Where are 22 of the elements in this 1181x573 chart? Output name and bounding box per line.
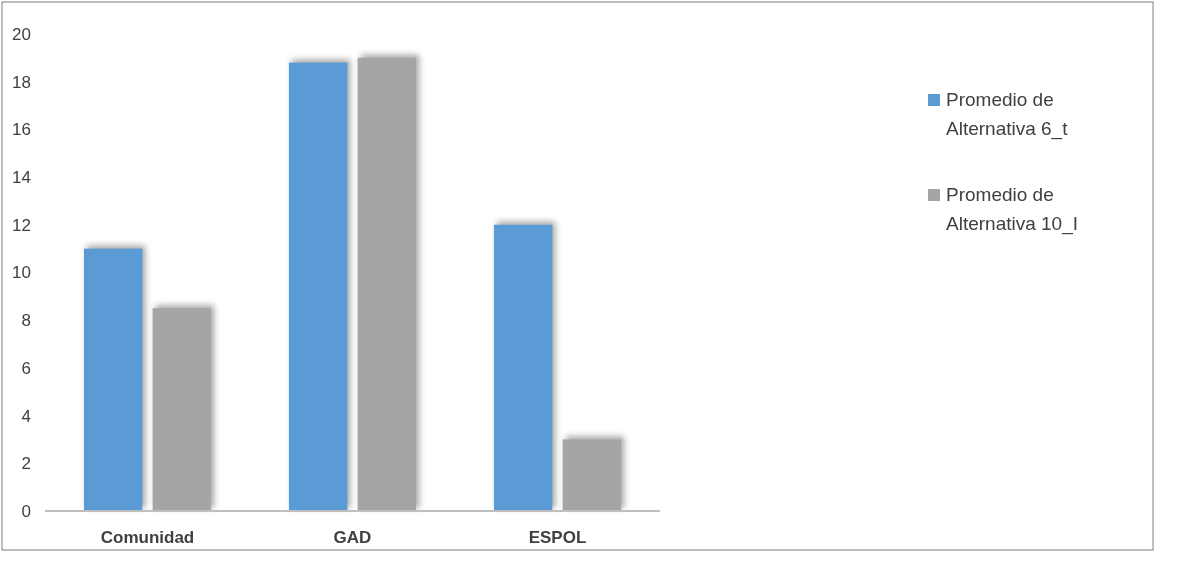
bar bbox=[83, 248, 143, 511]
x-tick-label: Comunidad bbox=[100, 528, 195, 548]
bar bbox=[562, 439, 622, 511]
y-tick-label: 4 bbox=[21, 406, 31, 426]
y-tick-label: 0 bbox=[21, 501, 31, 521]
bar bbox=[357, 57, 417, 511]
y-tick-label: 8 bbox=[21, 311, 31, 331]
bar bbox=[493, 224, 553, 511]
y-tick-label: 16 bbox=[12, 120, 31, 140]
x-tick-label: GAD bbox=[333, 528, 372, 548]
x-tick-label: ESPOL bbox=[528, 528, 587, 548]
y-tick-label: 6 bbox=[21, 358, 31, 378]
y-tick-label: 12 bbox=[12, 215, 31, 235]
y-tick-label: 20 bbox=[12, 24, 31, 44]
y-tick-label: 18 bbox=[12, 72, 31, 92]
legend-label: Promedio de Alternativa 10_I bbox=[946, 184, 1079, 235]
y-tick-label: 2 bbox=[21, 454, 31, 474]
bar bbox=[152, 308, 212, 511]
bar bbox=[288, 62, 348, 511]
y-tick-label: 10 bbox=[12, 263, 31, 283]
y-tick-label: 14 bbox=[12, 168, 31, 188]
legend-label: Promedio de Alternativa 6_t bbox=[946, 89, 1069, 140]
